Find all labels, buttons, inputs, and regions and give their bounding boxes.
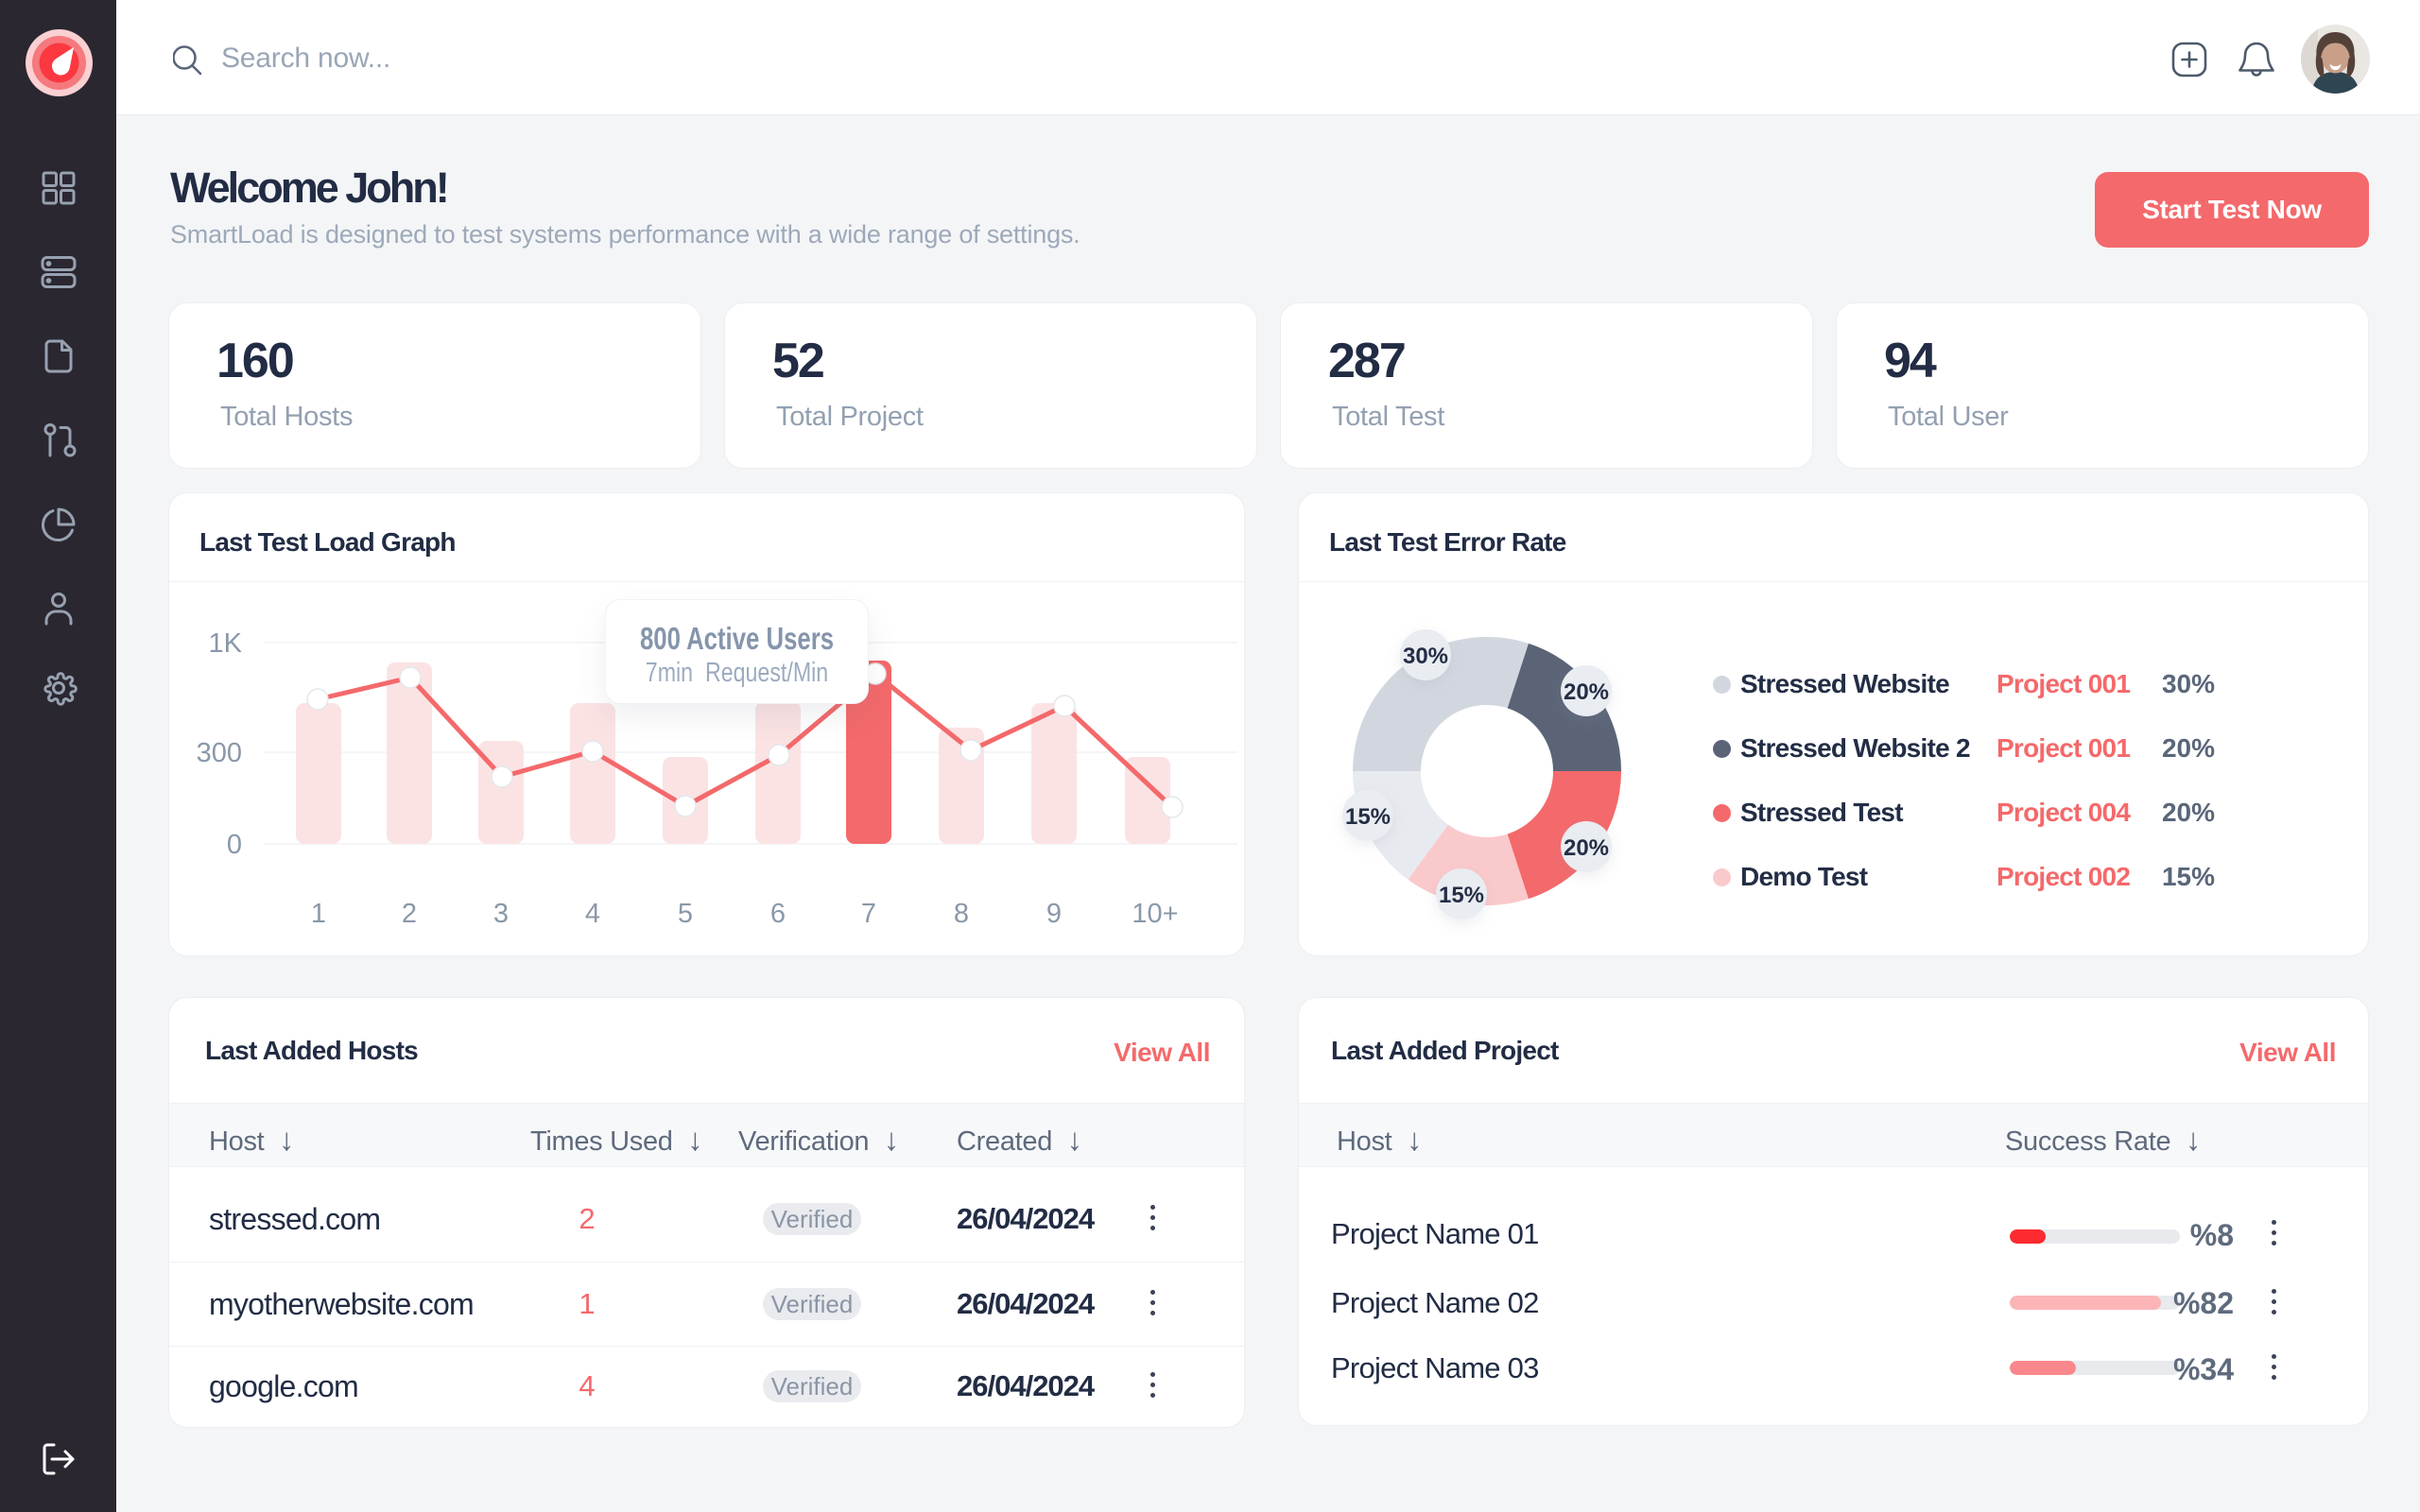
svg-text:6: 6 <box>770 899 786 929</box>
svg-text:8: 8 <box>954 899 969 929</box>
svg-text:1K: 1K <box>209 628 243 659</box>
svg-text:20%: 20% <box>1564 679 1609 705</box>
svg-text:4: 4 <box>585 899 600 929</box>
svg-text:15%: 15% <box>1345 804 1391 830</box>
svg-text:7: 7 <box>861 899 876 929</box>
svg-text:30%: 30% <box>1403 644 1448 669</box>
svg-text:300: 300 <box>197 738 242 768</box>
svg-text:10+: 10+ <box>1132 899 1178 929</box>
svg-text:3: 3 <box>493 899 509 929</box>
svg-text:5: 5 <box>678 899 693 929</box>
svg-text:1: 1 <box>311 899 326 929</box>
svg-text:20%: 20% <box>1564 835 1609 861</box>
svg-text:15%: 15% <box>1439 883 1484 908</box>
svg-text:2: 2 <box>402 899 417 929</box>
svg-text:0: 0 <box>227 830 242 860</box>
svg-text:9: 9 <box>1046 899 1062 929</box>
